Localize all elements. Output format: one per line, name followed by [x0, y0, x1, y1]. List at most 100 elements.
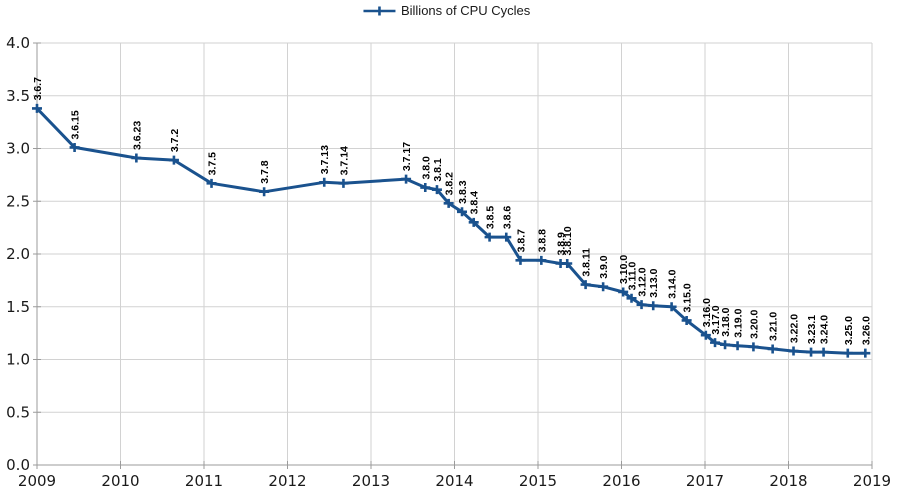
- data-point-marker: [131, 153, 142, 163]
- data-point-marker: [666, 302, 677, 312]
- data-point-label: 3.6.23: [131, 121, 143, 150]
- y-axis-tick-label: 2.5: [6, 192, 30, 210]
- data-point-label: 3.7.13: [319, 145, 331, 174]
- data-point-marker: [806, 347, 817, 357]
- data-point-label: 3.6.15: [70, 110, 82, 139]
- data-point-marker: [842, 348, 853, 358]
- data-point-marker: [338, 178, 349, 188]
- y-axis-tick-label: 0.0: [6, 456, 30, 474]
- x-axis-tick-label: 2009: [18, 472, 56, 490]
- legend-line-marker-icon: [362, 6, 395, 16]
- y-axis-tick-label: 1.0: [6, 351, 30, 369]
- data-point-marker: [420, 183, 431, 193]
- chart-legend: Billions of CPU Cycles: [362, 3, 530, 19]
- x-axis-tick-label: 2017: [686, 472, 724, 490]
- data-point-label: 3.23.1: [806, 315, 818, 344]
- data-point-label: 3.8.10: [562, 226, 574, 255]
- x-axis-tick-label: 2012: [268, 472, 306, 490]
- data-point-label: 3.8.3: [457, 180, 469, 204]
- data-point-marker: [748, 342, 759, 352]
- data-point-marker: [536, 255, 547, 265]
- x-axis-tick-label: 2010: [101, 472, 139, 490]
- data-point-label: 3.8.4: [469, 191, 481, 215]
- data-point-label: 3.8.0: [420, 156, 432, 180]
- x-axis-tick-label: 2011: [185, 472, 223, 490]
- data-point-marker: [636, 300, 647, 310]
- data-point-marker: [598, 282, 609, 292]
- legend-label: Billions of CPU Cycles: [400, 3, 531, 18]
- data-point-label: 3.19.0: [733, 308, 745, 337]
- data-point-label: 3.15.0: [682, 283, 694, 312]
- x-axis-tick-label: 2019: [853, 472, 891, 490]
- data-point-marker: [788, 346, 799, 356]
- y-axis-tick-label: 4.0: [6, 34, 30, 52]
- data-point-marker: [732, 341, 743, 351]
- data-point-label: 3.21.0: [768, 312, 780, 341]
- data-point-marker: [648, 301, 659, 311]
- data-point-marker: [700, 330, 711, 340]
- data-point-label: 3.8.6: [501, 206, 513, 230]
- x-axis-tick-label: 2015: [519, 472, 557, 490]
- data-point-marker: [431, 185, 442, 195]
- data-point-marker: [515, 255, 526, 265]
- data-point-label: 3.6.7: [32, 77, 44, 101]
- data-point-marker: [484, 232, 495, 242]
- data-point-marker: [69, 142, 80, 152]
- x-axis-tick-label: 2013: [352, 472, 390, 490]
- data-point-marker: [562, 258, 573, 268]
- data-point-marker: [468, 217, 479, 227]
- data-point-label: 3.22.0: [789, 314, 801, 343]
- data-point-label: 3.10.0: [618, 255, 630, 284]
- x-axis-tick-label: 2018: [769, 472, 807, 490]
- data-point-marker: [443, 198, 454, 208]
- data-point-marker: [720, 340, 731, 350]
- data-point-marker: [710, 338, 721, 348]
- data-point-marker: [580, 280, 591, 290]
- data-point-marker: [767, 344, 778, 354]
- y-axis-tick-label: 2.0: [6, 245, 30, 263]
- data-point-label: 3.16.0: [701, 298, 713, 327]
- y-axis-tick-label: 3.5: [6, 87, 30, 105]
- data-point-label: 3.9.0: [598, 255, 610, 279]
- data-point-label: 3.8.7: [515, 229, 527, 253]
- data-point-label: 3.14.0: [667, 269, 679, 298]
- data-point-marker: [168, 155, 179, 165]
- data-point-label: 3.8.2: [444, 172, 456, 196]
- data-point-marker: [860, 348, 871, 358]
- data-point-marker: [319, 177, 330, 187]
- data-point-label: 3.7.8: [259, 160, 271, 184]
- y-axis-tick-label: 1.5: [6, 298, 30, 316]
- data-point-marker: [401, 174, 412, 184]
- data-point-marker: [457, 207, 468, 217]
- data-point-label: 3.25.0: [843, 316, 855, 345]
- data-point-marker: [818, 347, 829, 357]
- data-point-label: 3.24.0: [819, 315, 831, 344]
- x-axis-tick-label: 2016: [602, 472, 640, 490]
- data-point-marker: [206, 178, 217, 188]
- data-point-label: 3.7.14: [338, 146, 350, 175]
- data-point-label: 3.8.8: [536, 229, 548, 253]
- data-point-marker: [32, 103, 42, 113]
- x-axis-tick-label: 2014: [435, 472, 473, 490]
- data-point-label: 3.13.0: [648, 268, 660, 297]
- data-point-label: 3.8.1: [432, 158, 444, 182]
- data-point-label: 3.20.0: [748, 309, 760, 338]
- data-point-label: 3.8.9: [556, 232, 568, 256]
- data-point-marker: [501, 232, 512, 242]
- data-point-label: 3.17.0: [710, 305, 722, 334]
- data-point-label: 3.11.0: [627, 262, 639, 291]
- y-axis-tick-label: 0.5: [6, 403, 30, 421]
- data-point-label: 3.8.11: [581, 248, 593, 277]
- data-point-label: 3.8.5: [485, 206, 497, 230]
- data-point-marker: [259, 187, 270, 197]
- data-point-label: 3.7.5: [207, 152, 219, 176]
- data-point-label: 3.7.17: [401, 142, 413, 171]
- data-point-label: 3.18.0: [720, 307, 732, 336]
- data-point-marker: [626, 293, 637, 303]
- data-point-marker: [618, 287, 629, 297]
- data-point-marker: [681, 315, 692, 325]
- data-point-label: 3.7.2: [169, 129, 181, 153]
- data-point-label: 3.12.0: [637, 267, 649, 296]
